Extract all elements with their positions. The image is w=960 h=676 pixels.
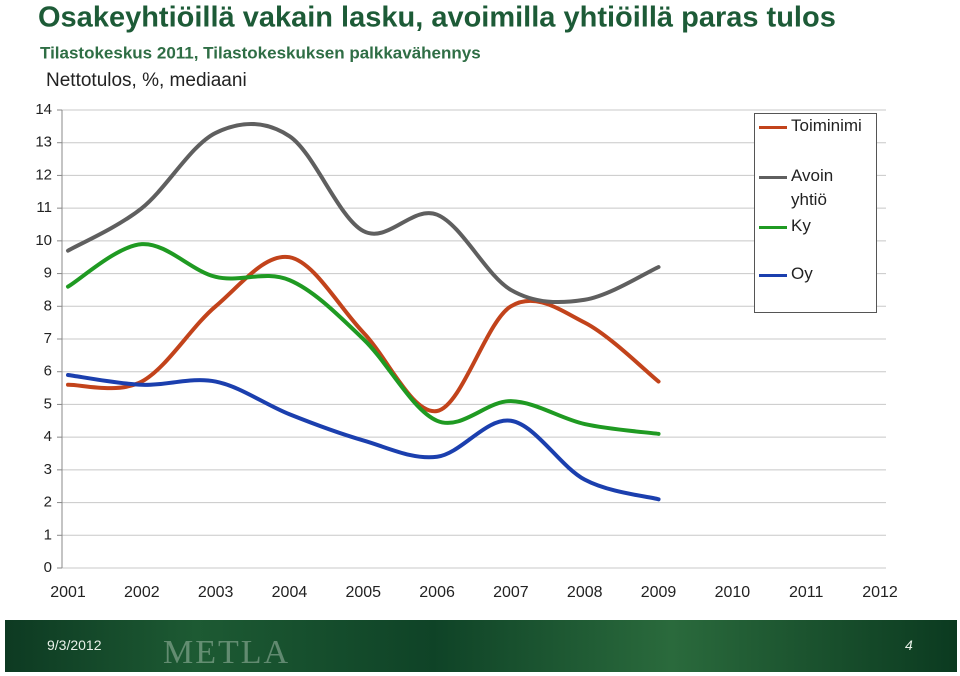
x-tick-label: 2008 [567, 584, 603, 601]
x-tick-label: 2011 [789, 584, 824, 601]
y-axis-title: Nettotulos, %, mediaani [46, 70, 247, 91]
y-tick-label: 3 [44, 461, 52, 478]
x-tick-label: 2012 [862, 584, 898, 601]
legend-label: Oy [791, 264, 813, 283]
x-tick-label: 2005 [345, 584, 381, 601]
y-tick-label: 13 [35, 134, 52, 151]
y-tick-label: 0 [44, 559, 52, 576]
x-tick-label: 2009 [641, 584, 677, 601]
x-tick-label: 2003 [198, 584, 234, 601]
x-tick-label: 2001 [50, 584, 86, 601]
footer: 9/3/2012 METLA 4 [5, 620, 957, 672]
y-tick-label: 4 [44, 428, 52, 445]
legend-swatch [759, 176, 787, 179]
y-tick-label: 1 [44, 526, 52, 543]
legend-item: Toiminimi [759, 116, 871, 138]
legend-swatch [759, 126, 787, 129]
series-line [66, 372, 661, 502]
legend-swatch [759, 274, 787, 277]
legend-label: Avoin yhtiö [791, 166, 834, 209]
legend-label: Toiminimi [791, 116, 862, 135]
legend-swatch [759, 226, 787, 229]
y-tick-label: 6 [44, 363, 52, 380]
x-tick-label: 2010 [715, 584, 751, 601]
legend: Toiminimi Avoin yhtiö Ky Oy [754, 113, 877, 313]
footer-logo: METLA [163, 634, 291, 671]
legend-item: Ky [759, 216, 871, 238]
chart: Osakeyhtiöillä vakain lasku, avoimilla y… [35, 2, 898, 602]
x-tick-label: 2002 [124, 584, 160, 601]
series-line [66, 254, 661, 413]
series-line [66, 242, 661, 436]
y-tick-label: 5 [44, 395, 52, 412]
y-tick-label: 9 [44, 265, 52, 282]
y-tick-label: 10 [35, 232, 52, 249]
x-tick-label: 2006 [419, 584, 455, 601]
y-tick-label: 8 [44, 297, 52, 314]
legend-label: Ky [791, 216, 811, 235]
legend-item: Avoin yhtiö [759, 166, 871, 212]
legend-item: Oy [759, 264, 871, 286]
chart-title: Osakeyhtiöillä vakain lasku, avoimilla y… [38, 2, 836, 34]
page-number: 4 [905, 637, 913, 653]
x-tick-label: 2004 [272, 584, 308, 601]
y-tick-label: 14 [35, 101, 52, 118]
chart-subtitle: Tilastokeskus 2011, Tilastokeskuksen pal… [40, 43, 481, 62]
footer-date: 9/3/2012 [47, 637, 102, 653]
y-tick-label: 2 [44, 494, 52, 511]
y-tick-label: 7 [44, 330, 52, 347]
y-tick-label: 11 [36, 199, 52, 216]
series-line [66, 121, 661, 305]
y-tick-label: 12 [35, 166, 52, 183]
x-tick-label: 2007 [493, 584, 529, 601]
